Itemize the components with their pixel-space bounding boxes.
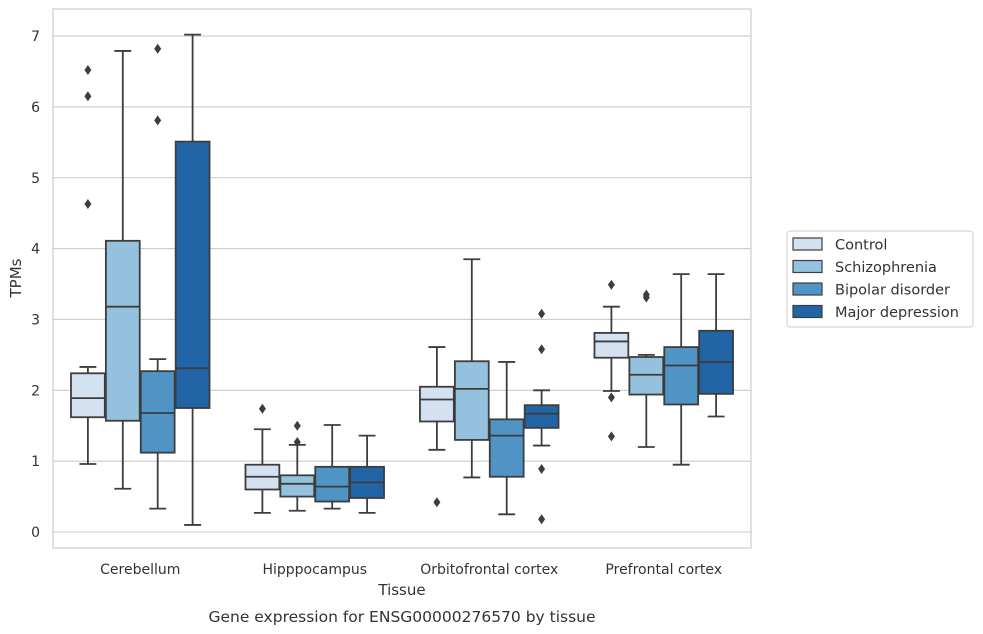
grid-lines	[53, 35, 751, 533]
outlier-point	[538, 514, 546, 525]
x-tick-label: Cerebellum	[100, 562, 180, 578]
x-tick-label: Hipppocampus	[262, 562, 367, 578]
box-control	[244, 403, 281, 514]
box-schizophrenia	[104, 50, 141, 490]
y-tick-labels: 0 1 2 3 4 5 6 7	[31, 29, 40, 541]
outlier-point	[607, 279, 615, 290]
outlier-point	[642, 289, 650, 300]
outlier-point	[258, 403, 266, 414]
box-major-depression	[698, 273, 734, 418]
legend-swatch	[792, 237, 823, 251]
iqr-box	[663, 346, 700, 406]
iqr-box	[453, 360, 490, 441]
outlier-point	[293, 420, 301, 431]
iqr-box	[593, 332, 630, 359]
outlier-point	[293, 437, 301, 448]
x-tick-labels: Cerebellum Hipppocampus Orbitofrontal cort…	[100, 562, 722, 578]
box-schizophrenia	[453, 258, 490, 479]
box-control	[419, 346, 455, 508]
legend-swatch	[792, 304, 823, 319]
box-major-depression	[523, 308, 560, 525]
outlier-point	[84, 198, 92, 209]
legend-label: Control	[835, 238, 887, 254]
y-tick-label: 2	[31, 383, 40, 399]
iqr-box	[279, 474, 316, 498]
y-tick-label: 7	[31, 29, 40, 45]
y-axis-label: TPMs	[7, 258, 25, 298]
outlier-point	[538, 308, 546, 319]
iqr-box	[139, 370, 176, 454]
outlier-point	[154, 43, 162, 54]
box-control	[70, 65, 106, 465]
box-major-depression	[174, 33, 211, 526]
outlier-point	[84, 65, 92, 76]
figure-caption: Gene expression for ENSG00000276570 by t…	[208, 608, 595, 626]
y-tick-label: 5	[31, 171, 40, 187]
y-tick-label: 6	[31, 100, 40, 116]
box-bipolar-disorder	[663, 273, 700, 466]
iqr-box	[628, 356, 665, 396]
iqr-box	[104, 239, 141, 422]
outlier-point	[84, 91, 92, 102]
y-tick-label: 1	[31, 454, 40, 470]
iqr-box	[419, 385, 455, 423]
outlier-point	[607, 392, 615, 403]
legend-swatch	[792, 282, 823, 296]
legend-swatch	[792, 259, 823, 274]
y-tick-label: 3	[31, 312, 40, 328]
legend-label: Major depression	[835, 305, 959, 321]
box-bipolar-disorder	[314, 424, 351, 510]
x-tick-label: Prefrontal cortex	[605, 562, 722, 578]
box-major-depression	[349, 434, 385, 514]
outlier-point	[433, 497, 441, 508]
box-control	[593, 279, 630, 442]
boxes	[70, 33, 734, 526]
outlier-point	[538, 344, 546, 355]
legend-label: Schizophrenia	[835, 260, 937, 276]
box-bipolar-disorder	[139, 43, 176, 510]
legend-frame	[786, 230, 974, 328]
iqr-box	[70, 372, 106, 419]
box-schizophrenia	[628, 289, 665, 448]
box-bipolar-disorder	[488, 361, 525, 516]
x-axis-label: Tissue	[377, 581, 425, 599]
iqr-box	[523, 404, 560, 429]
iqr-box	[488, 418, 525, 478]
outlier-point	[607, 431, 615, 442]
legend-label: Bipolar disorder	[835, 283, 950, 299]
outlier-point	[154, 115, 162, 126]
iqr-box	[314, 465, 351, 503]
box-schizophrenia	[279, 420, 316, 512]
x-tick-label: Orbitofrontal cortex	[420, 562, 558, 578]
legend: Control Schizophrenia Bipolar disorder Majo…	[786, 230, 974, 328]
iqr-box	[174, 140, 211, 409]
plot-frame	[52, 8, 752, 549]
y-tick-label: 0	[31, 525, 40, 541]
outlier-point	[538, 463, 546, 474]
y-tick-label: 4	[31, 242, 40, 258]
